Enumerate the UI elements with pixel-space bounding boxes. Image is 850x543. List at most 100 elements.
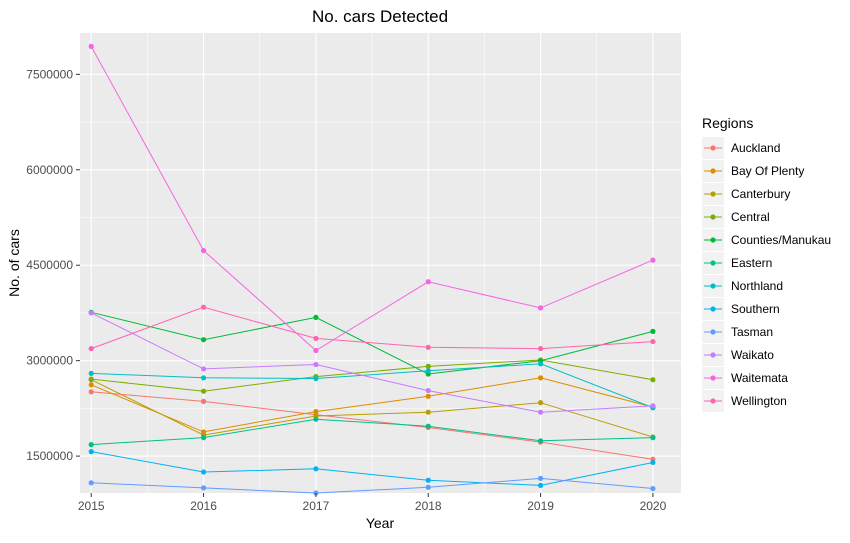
data-point [425, 368, 431, 374]
legend-items: Auckland Bay Of Plenty Canterbury Central Co… [702, 137, 831, 412]
data-point [425, 484, 431, 490]
data-point [650, 328, 656, 334]
legend-key-point [710, 191, 716, 197]
data-point [537, 438, 544, 444]
data-point [200, 469, 207, 475]
data-point [537, 305, 544, 311]
legend-key-point [710, 237, 716, 243]
series-line [90, 379, 654, 438]
data-point [650, 485, 656, 492]
data-point [88, 449, 94, 455]
series-line [91, 311, 654, 375]
data-point [537, 475, 544, 481]
data-point [537, 361, 544, 367]
data-point [313, 375, 319, 382]
legend-key-point [710, 283, 716, 289]
y-tick-label: 3000000 [26, 354, 73, 368]
series-line [90, 312, 653, 413]
data-point [88, 376, 94, 382]
y-tick-label: 4500000 [26, 258, 73, 272]
legend-label: Wellington [731, 394, 787, 408]
data-point [200, 366, 207, 372]
y-tick-label: 1500000 [26, 449, 73, 463]
data-point [313, 314, 319, 320]
data-point [200, 398, 207, 404]
x-tick-label: 2019 [527, 499, 554, 513]
legend-label: Northland [731, 279, 783, 293]
series-line [91, 477, 653, 494]
series-lines [90, 46, 654, 494]
legend-label: Bay Of Plenty [731, 164, 804, 178]
x-axis-label: Year [366, 515, 395, 531]
series-line [91, 363, 654, 409]
series-line [91, 418, 653, 446]
data-point [650, 257, 656, 263]
data-point [650, 459, 656, 466]
data-point [313, 361, 319, 368]
legend-key-point [710, 352, 716, 358]
legend-label: Counties/Manukau [731, 233, 831, 247]
data-point [88, 480, 94, 486]
data-point [537, 482, 544, 488]
data-point [88, 382, 94, 388]
y-tick-label: 6000000 [26, 163, 73, 177]
major-gridlines [80, 33, 681, 493]
legend-label: Waitemata [731, 371, 788, 385]
legend-key-point [710, 398, 716, 404]
data-point [200, 435, 207, 441]
data-point [537, 345, 544, 352]
chart-title: No. cars Detected [312, 7, 448, 26]
legend-label: Auckland [731, 141, 780, 155]
data-point [425, 423, 431, 429]
data-point [650, 435, 656, 441]
data-point [200, 304, 207, 310]
data-point [537, 409, 544, 415]
data-point [425, 393, 431, 399]
data-point [650, 338, 656, 345]
legend-key-point [710, 306, 716, 312]
legend: Regions Auckland Bay Of Plenty Canterbury C… [702, 115, 831, 412]
data-point [425, 387, 431, 394]
data-point [425, 279, 431, 285]
legend-title: Regions [702, 115, 753, 131]
x-tick-label: 2015 [78, 499, 105, 513]
legend-key-point [710, 329, 716, 335]
y-axis-label: No. of cars [6, 229, 22, 297]
series-line [90, 46, 654, 352]
plot-panel [80, 33, 681, 493]
data-point [88, 389, 94, 395]
legend-label: Waikato [731, 348, 774, 362]
x-tick-label: 2016 [190, 499, 217, 513]
data-point [650, 403, 656, 409]
x-tick-label: 2020 [640, 499, 667, 513]
data-point [313, 466, 319, 472]
series-line [91, 306, 653, 350]
data-point [313, 416, 319, 422]
x-tick-label: 2017 [303, 499, 330, 513]
legend-key-point [710, 260, 716, 266]
data-point [650, 377, 656, 383]
series-line [91, 377, 654, 433]
legend-label: Canterbury [731, 187, 790, 201]
legend-key-point [710, 214, 716, 220]
legend-label: Southern [731, 302, 780, 316]
series-line [91, 391, 653, 460]
data-point [425, 477, 431, 483]
minor-gridlines [80, 33, 681, 493]
series-line [91, 451, 653, 486]
y-axis: 1500000 3000000 4500000 6000000 7500000 [26, 67, 80, 463]
data-point [425, 344, 431, 350]
data-point [537, 400, 544, 406]
data-point [88, 310, 94, 316]
data-point [537, 375, 544, 381]
data-point [200, 388, 207, 394]
legend-label: Eastern [731, 256, 772, 270]
data-point [88, 442, 94, 448]
series-points [88, 43, 656, 496]
data-point [88, 345, 94, 352]
data-point [313, 347, 319, 354]
data-point [200, 485, 207, 491]
data-point [200, 375, 207, 381]
legend-key-point [710, 375, 716, 381]
